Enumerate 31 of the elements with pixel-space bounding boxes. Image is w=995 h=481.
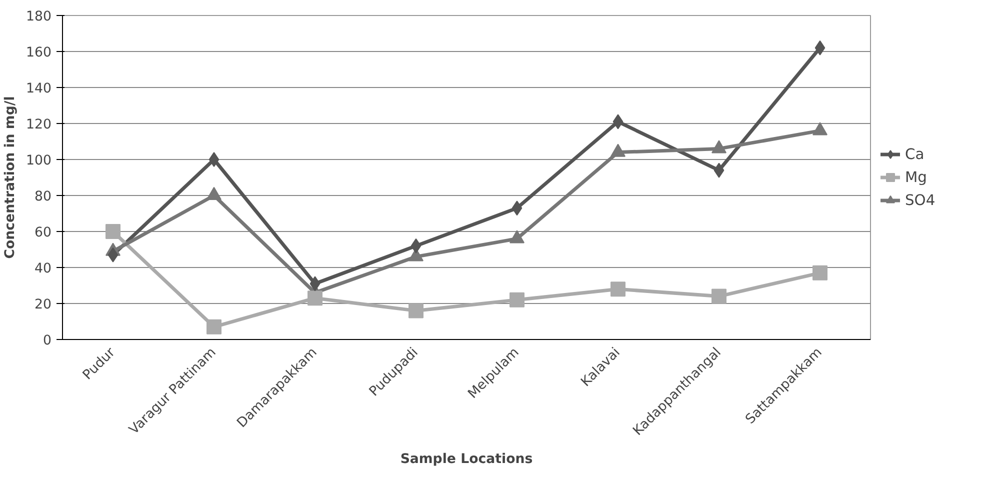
point [106,224,120,239]
point [108,247,118,262]
y-tick-label: 80 [34,190,52,204]
point [408,303,424,318]
y-tick-label: 20 [34,298,52,312]
y-tick-label: 100 [26,154,52,168]
point [812,265,828,280]
point [510,292,524,308]
y-tick-label: 60 [34,226,52,240]
point [308,290,322,306]
y-tick-label: 160 [26,46,52,60]
legend-label: Ca [905,146,925,162]
y-tick-label: 120 [26,118,52,132]
point [410,238,422,254]
point [206,319,222,334]
y-tick-label: 0 [43,334,52,348]
y-tick-label: 180 [26,10,52,24]
legend-label: SO4 [905,192,936,208]
y-tick-label: 40 [34,262,52,276]
point [612,114,624,130]
y-tick-label: 140 [26,82,52,96]
y-axis-title: Concentration in mg/l [3,96,18,259]
point [814,40,826,56]
point [512,200,522,216]
point [208,152,220,167]
point [712,288,726,304]
point [610,282,626,297]
x-axis-title: Sample Locations [400,452,533,468]
point [714,162,724,178]
legend-label: Mg [905,168,927,186]
point [310,276,320,292]
